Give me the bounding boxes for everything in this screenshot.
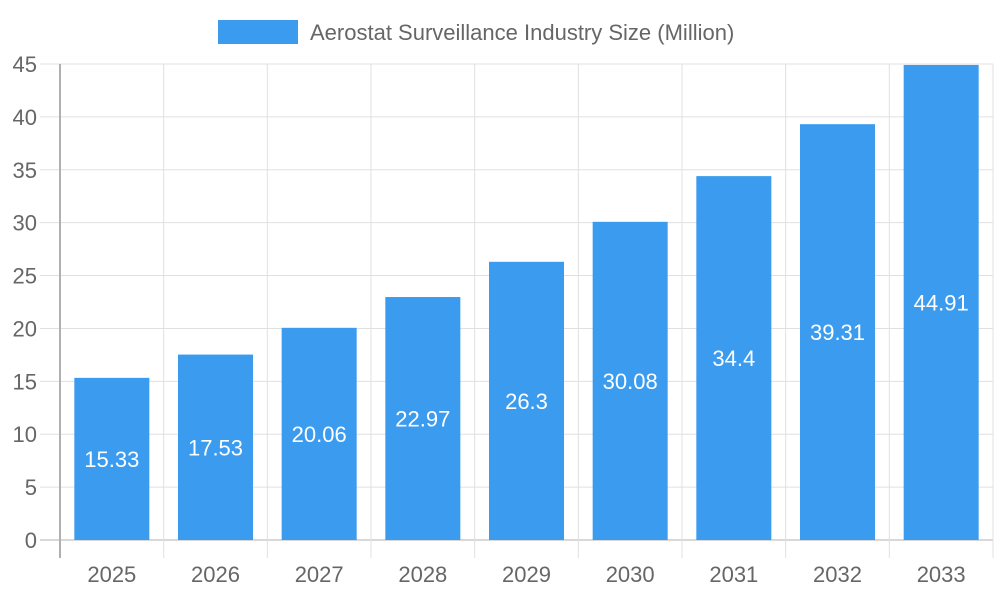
y-tick-label: 30: [13, 211, 37, 236]
data-label: 22.97: [395, 407, 450, 432]
bar: [489, 261, 564, 540]
data-label: 17.53: [188, 435, 243, 460]
x-tick-label: 2026: [191, 562, 240, 587]
bar: [74, 377, 150, 540]
legend[interactable]: Aerostat Surveillance Industry Size (Mil…: [218, 20, 734, 45]
y-tick-label: 35: [13, 158, 37, 183]
data-label: 15.33: [84, 447, 139, 472]
y-tick-label: 20: [13, 316, 37, 341]
x-tick-label: 2027: [295, 562, 344, 587]
x-tick-label: 2032: [813, 562, 862, 587]
x-tick-label: 2029: [502, 562, 551, 587]
y-tick-label: 45: [13, 52, 37, 77]
bars: 15.33 17.53 20.06 22.97 26.3 30.08 34.4 39.31 44…: [74, 64, 979, 541]
bar: [385, 297, 461, 540]
y-tick-label: 5: [25, 475, 37, 500]
bar: [696, 176, 772, 540]
x-tick-label: 2031: [709, 562, 758, 587]
y-tick-label: 10: [13, 422, 37, 447]
x-tick-label: 2033: [917, 562, 966, 587]
bar: [800, 124, 875, 540]
data-label: 30.08: [603, 369, 658, 394]
y-tick-label: 25: [13, 264, 37, 289]
x-tick-label: 2028: [398, 562, 447, 587]
legend-swatch: [218, 20, 298, 44]
data-label: 44.91: [914, 290, 969, 315]
y-tick-label: 0: [25, 528, 37, 553]
bar: [903, 64, 979, 541]
x-tick-label: 2025: [87, 562, 136, 587]
x-tick-label: 2030: [606, 562, 655, 587]
legend-label: Aerostat Surveillance Industry Size (Mil…: [310, 20, 734, 45]
bar: [178, 354, 253, 540]
data-label: 34.4: [712, 346, 755, 371]
y-tick-label: 40: [13, 105, 37, 130]
data-label: 20.06: [292, 422, 347, 447]
data-label: 26.3: [505, 389, 548, 414]
bar: [281, 327, 357, 540]
y-tick-label: 15: [13, 369, 37, 394]
bar: [592, 221, 668, 541]
data-label: 39.31: [810, 320, 865, 345]
